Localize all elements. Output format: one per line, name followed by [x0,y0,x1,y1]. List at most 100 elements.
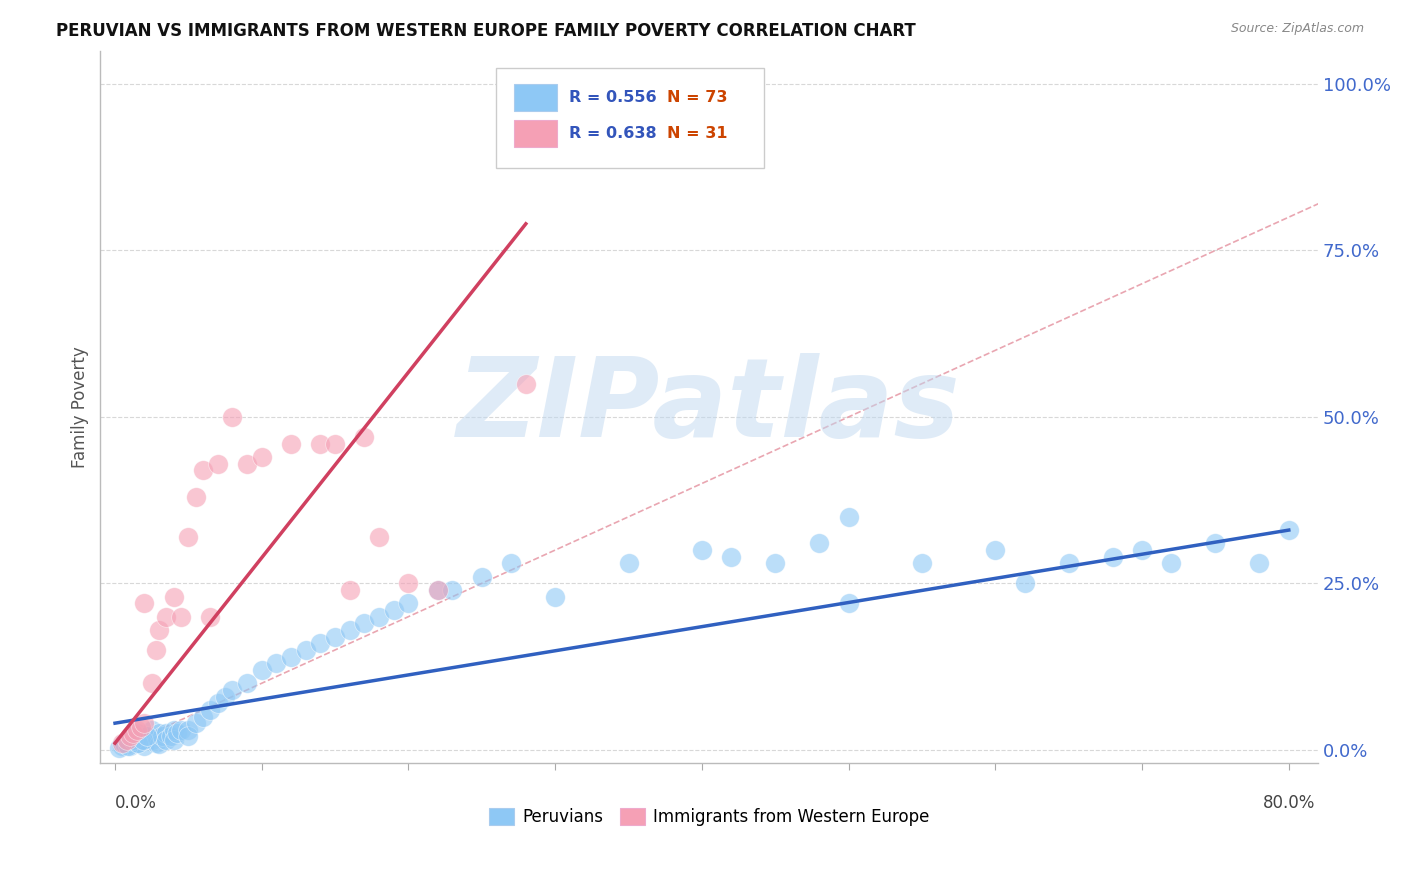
Point [177,730,200,744]
Point [141,723,163,737]
Point [163,590,186,604]
Point [368,530,391,544]
Point [471,570,494,584]
Point [111,736,134,750]
Point [134,716,156,731]
Point [177,723,200,737]
Point [134,596,156,610]
Point [1249,557,1271,571]
Point [1204,536,1226,550]
Text: 0.0%: 0.0% [115,794,157,812]
Point [155,732,177,747]
Point [1130,543,1153,558]
Point [323,436,346,450]
Y-axis label: Family Poverty: Family Poverty [72,346,89,467]
Point [426,582,449,597]
Point [148,623,170,637]
Point [1057,557,1080,571]
Point [280,649,302,664]
Point [163,732,186,747]
Point [236,457,259,471]
Point [112,736,135,750]
Point [808,536,831,550]
Point [121,726,143,740]
Text: R = 0.556: R = 0.556 [569,90,657,105]
Text: R = 0.638: R = 0.638 [569,126,657,141]
Point [617,557,640,571]
Point [134,730,156,744]
Point [236,676,259,690]
Point [200,703,222,717]
Point [368,609,391,624]
Point [353,430,375,444]
Point [200,609,222,624]
Point [118,730,141,744]
Point [118,730,141,744]
Point [515,376,537,391]
Point [309,636,332,650]
Point [250,450,273,464]
Point [221,409,243,424]
Point [141,732,163,747]
Point [136,730,159,744]
Point [339,582,361,597]
Point [382,603,405,617]
Point [690,543,713,558]
Point [441,582,464,597]
Point [911,557,934,571]
Legend: Peruvians, Immigrants from Western Europe: Peruvians, Immigrants from Western Europ… [489,808,929,826]
Point [720,549,742,564]
Point [398,596,420,610]
Point [250,663,273,677]
Point [184,490,207,504]
Point [221,682,243,697]
Point [191,709,214,723]
Point [339,623,361,637]
Point [1278,523,1301,537]
Point [353,616,375,631]
FancyBboxPatch shape [515,120,557,147]
Point [128,736,150,750]
Point [155,726,177,740]
Point [398,576,420,591]
Point [159,730,181,744]
Point [838,596,860,610]
Point [1160,557,1182,571]
Point [207,696,229,710]
FancyBboxPatch shape [515,84,557,112]
Point [150,730,173,744]
Point [309,436,332,450]
Point [763,557,786,571]
Text: N = 31: N = 31 [666,126,727,141]
Point [136,730,159,744]
Point [426,582,449,597]
Point [155,609,177,624]
Point [177,530,200,544]
Text: N = 73: N = 73 [666,90,727,105]
Point [111,739,134,754]
Point [166,726,188,740]
Point [280,436,302,450]
Point [163,723,186,737]
Text: 80.0%: 80.0% [1263,794,1315,812]
Point [1014,576,1036,591]
Point [131,719,153,733]
Point [121,732,143,747]
Point [141,676,163,690]
Point [131,732,153,747]
Point [294,643,316,657]
Text: PERUVIAN VS IMMIGRANTS FROM WESTERN EUROPE FAMILY POVERTY CORRELATION CHART: PERUVIAN VS IMMIGRANTS FROM WESTERN EURO… [56,22,915,40]
Point [266,657,288,671]
Point [323,630,346,644]
Point [148,738,170,752]
Point [191,463,214,477]
Point [145,736,167,750]
Point [115,732,138,747]
Point [207,457,229,471]
Point [118,739,141,754]
Point [544,590,567,604]
Point [214,690,236,704]
Text: ZIPatlas: ZIPatlas [457,353,962,460]
Point [117,739,139,754]
Point [115,738,138,752]
